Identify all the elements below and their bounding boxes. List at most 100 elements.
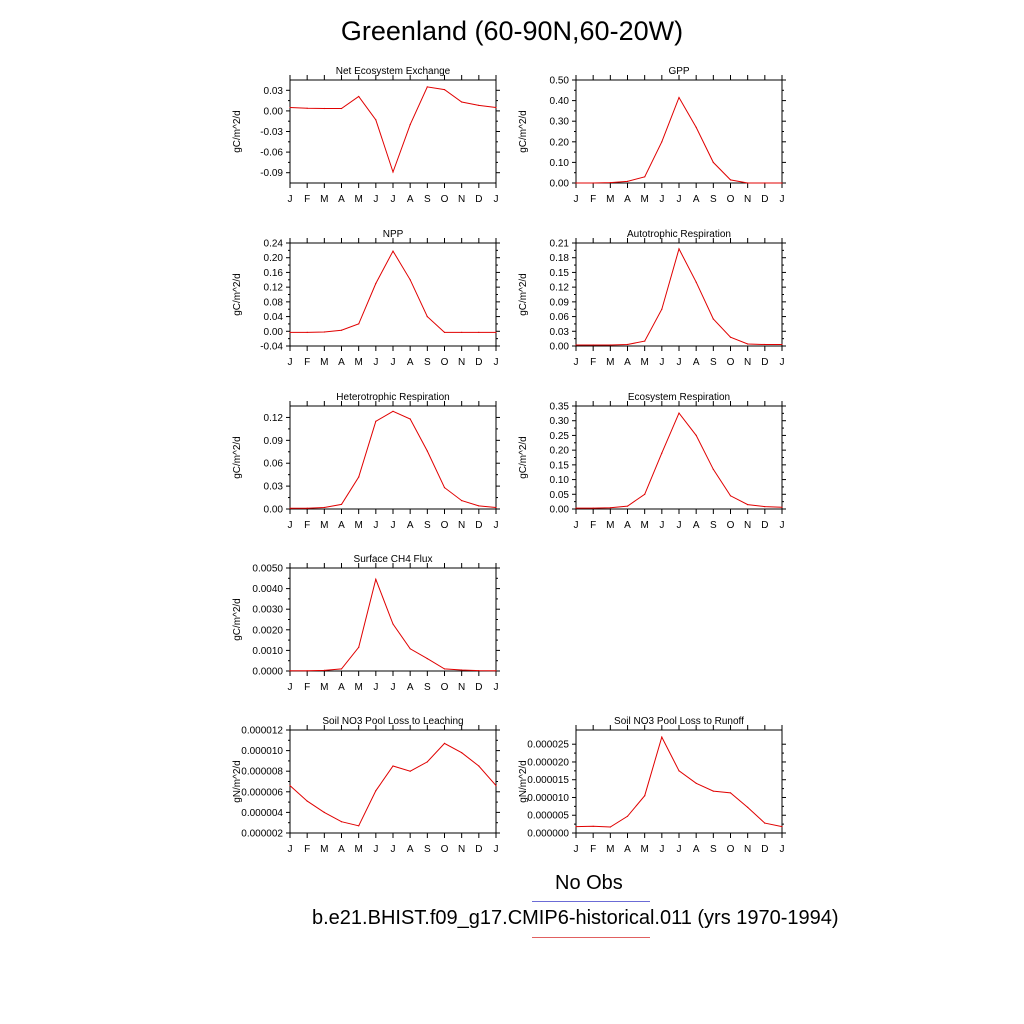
plot-frame — [289, 79, 497, 184]
y-tick-label: -0.09 — [260, 168, 283, 179]
x-tick-label: J — [373, 520, 378, 531]
data-point — [409, 279, 411, 281]
y-tick-label: 0.000020 — [527, 757, 569, 768]
x-tick-label: J — [677, 194, 682, 205]
data-point — [712, 468, 714, 470]
y-tick-label: 0.03 — [550, 327, 570, 338]
data-point — [781, 182, 783, 184]
data-point — [375, 282, 377, 285]
y-tick-label: 0.0050 — [252, 564, 283, 575]
x-tick-label: F — [304, 682, 310, 693]
y-tick-label: 0.20 — [264, 253, 284, 264]
x-tick-label: J — [659, 357, 664, 368]
y-axis-label: gC/m^2/d — [232, 110, 243, 153]
y-axis-label: gC/m^2/d — [232, 273, 243, 316]
x-tick-label: M — [606, 194, 614, 205]
x-tick-label: M — [354, 682, 362, 693]
x-tick-label: J — [494, 682, 499, 693]
y-axis-label: gN/m^2/d — [232, 760, 243, 803]
y-tick-label: 0.000005 — [527, 811, 569, 822]
x-tick-label: M — [320, 194, 328, 205]
series-line — [289, 742, 497, 827]
legend-label-no-obs: No Obs — [555, 872, 623, 894]
x-tick-label: J — [659, 844, 664, 855]
series-line — [576, 96, 782, 184]
data-point — [661, 452, 663, 454]
x-tick-label: O — [727, 520, 735, 531]
x-tick-label: O — [727, 357, 735, 368]
data-point — [306, 507, 308, 509]
x-tick-label: J — [391, 682, 396, 693]
x-tick-label: D — [761, 357, 768, 368]
x-tick-label: D — [475, 194, 482, 205]
x-tick-label: A — [338, 844, 345, 855]
y-tick-label: 0.00 — [264, 106, 284, 117]
data-point — [306, 670, 308, 672]
x-tick-label: J — [373, 844, 378, 855]
data-point — [461, 331, 463, 333]
data-point — [495, 785, 497, 787]
y-axis-label: gN/m^2/d — [518, 760, 529, 803]
x-tick-label: J — [494, 194, 499, 205]
y-tick-label: 0.000008 — [241, 767, 283, 778]
plot-frame — [575, 729, 783, 834]
data-point — [764, 343, 766, 346]
x-tick-label: D — [761, 520, 768, 531]
data-point — [478, 331, 480, 333]
x-tick-label: D — [475, 357, 482, 368]
x-tick-label: F — [590, 520, 596, 531]
data-point — [323, 331, 325, 333]
data-point — [729, 336, 732, 338]
y-tick-label: 0.04 — [264, 312, 284, 323]
panel-heterotrophic-respiration: Heterotrophic Respiration 0.00 0.03 0.06 0.0… — [232, 392, 500, 531]
data-point — [626, 180, 629, 182]
x-tick-label: F — [304, 520, 310, 531]
data-point — [747, 806, 749, 809]
series-line — [289, 86, 497, 174]
x-tick-label: M — [640, 844, 648, 855]
x-tick-label: F — [590, 844, 596, 855]
data-point — [626, 343, 629, 346]
data-point — [461, 669, 463, 671]
y-tick-label: 0.000025 — [527, 740, 569, 751]
x-tick-label: J — [677, 357, 682, 368]
x-tick-label: M — [640, 194, 648, 205]
x-tick-label: J — [288, 357, 293, 368]
x-tick-label: J — [574, 194, 579, 205]
y-tick-label: 0.20 — [550, 446, 570, 457]
y-tick-label: -0.03 — [260, 127, 283, 138]
x-tick-label: A — [624, 844, 631, 855]
y-axis-label: gC/m^2/d — [518, 110, 529, 153]
x-tick-label: F — [304, 194, 310, 205]
data-point — [712, 161, 714, 163]
x-tick-label: A — [407, 194, 414, 205]
x-tick-label: J — [391, 844, 396, 855]
data-point — [626, 815, 629, 817]
data-point — [375, 119, 377, 121]
data-point — [678, 248, 680, 250]
x-tick-label: N — [458, 194, 465, 205]
data-point — [729, 495, 732, 497]
x-tick-label: N — [744, 520, 751, 531]
data-point — [478, 670, 480, 672]
data-point — [340, 821, 343, 823]
x-tick-label: O — [441, 357, 449, 368]
data-point — [358, 323, 360, 325]
x-tick-label: O — [441, 844, 449, 855]
data-point — [644, 340, 646, 342]
series-line — [290, 410, 497, 509]
data-point — [340, 503, 343, 505]
data-point — [495, 670, 497, 672]
x-tick-label: J — [574, 520, 579, 531]
y-tick-label: 0.0000 — [252, 667, 283, 678]
x-tick-label: A — [407, 357, 414, 368]
y-tick-label: 0.40 — [550, 96, 570, 107]
y-tick-label: 0.000015 — [527, 775, 569, 786]
x-tick-label: M — [640, 357, 648, 368]
data-point — [592, 182, 594, 184]
x-tick-label: A — [693, 357, 700, 368]
x-tick-label: N — [744, 357, 751, 368]
data-point — [644, 176, 646, 178]
data-point — [289, 785, 291, 787]
